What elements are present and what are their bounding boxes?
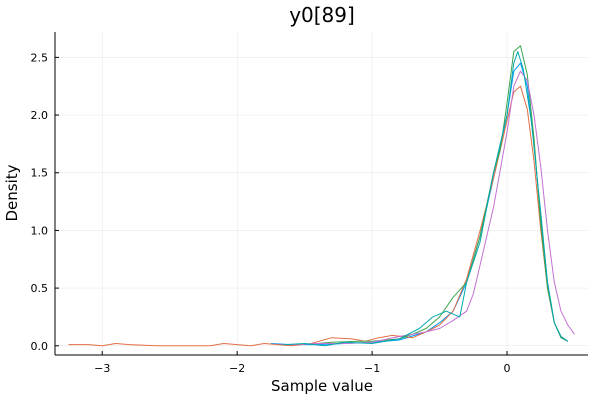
series-layer bbox=[68, 45, 575, 347]
chart-title: y0[89] bbox=[289, 3, 355, 27]
x-axis-label: Sample value bbox=[271, 377, 373, 395]
y-tick-label: 1.0 bbox=[31, 224, 49, 237]
series-line-5 bbox=[284, 51, 569, 347]
y-tick-label: 0.0 bbox=[31, 340, 49, 353]
grid bbox=[55, 32, 588, 355]
x-tick-label: 0 bbox=[504, 362, 511, 375]
x-tick-label: −3 bbox=[94, 362, 110, 375]
series-line-4 bbox=[291, 70, 575, 346]
series-line-1 bbox=[270, 62, 569, 346]
axes bbox=[54, 32, 588, 356]
series-line-3 bbox=[318, 45, 569, 344]
y-tick-labels: 0.0 0.5 1.0 1.5 2.0 2.5 bbox=[31, 51, 49, 352]
y-tick-label: 2.0 bbox=[31, 109, 49, 122]
x-tick-label: −1 bbox=[364, 362, 380, 375]
y-tick-label: 2.5 bbox=[31, 51, 49, 64]
y-tick-label: 1.5 bbox=[31, 167, 49, 180]
y-tick-label: 0.5 bbox=[31, 282, 49, 295]
series-line-2 bbox=[68, 85, 569, 347]
y-axis-label: Density bbox=[3, 164, 21, 221]
x-tick-labels: −3 −2 −1 0 bbox=[94, 362, 510, 375]
x-tick-label: −2 bbox=[229, 362, 245, 375]
